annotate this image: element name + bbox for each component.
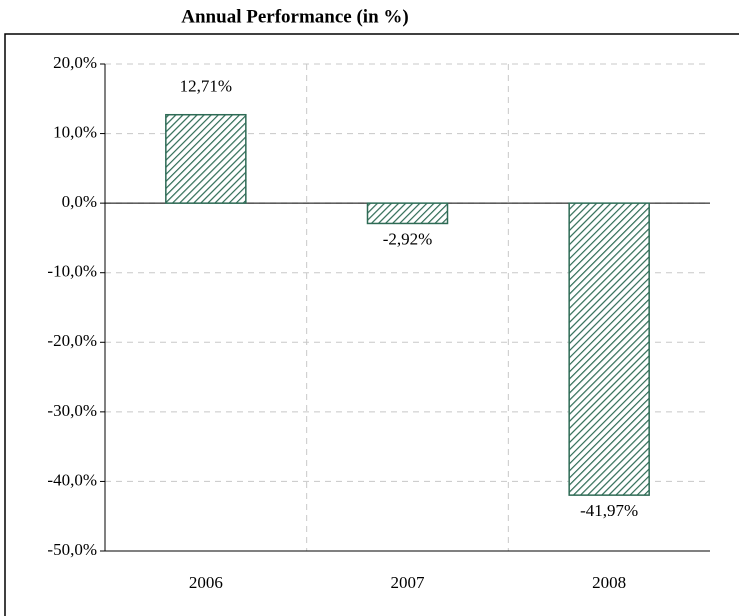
x-tick-label: 2007 [391,573,426,592]
y-tick-label: 20,0% [53,53,97,72]
y-tick-label: -40,0% [47,470,97,489]
y-tick-label: -10,0% [47,262,97,281]
y-tick-label: -30,0% [47,401,97,420]
value-label: 12,71% [180,77,232,96]
y-tick-label: -20,0% [47,331,97,350]
chart-frame [4,33,739,616]
x-tick-label: 2008 [592,573,626,592]
x-tick-label: 2006 [189,573,223,592]
bar [568,202,650,496]
y-tick-label: -50,0% [47,540,97,559]
bar [366,202,449,225]
chart-title: Annual Performance (in %) [181,6,408,27]
y-tick-label: 10,0% [53,122,97,141]
value-label: -2,92% [383,229,433,248]
y-tick-label: 0,0% [62,192,97,211]
value-label: -41,97% [580,501,638,520]
bar [165,113,247,204]
